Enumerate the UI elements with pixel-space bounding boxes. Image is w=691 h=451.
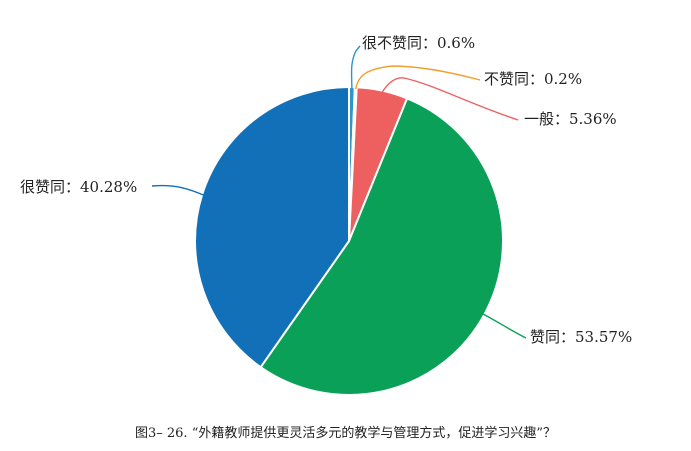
pie-slices [194,85,505,396]
slice-label-2: 不赞同：0.2% [484,70,582,88]
leader-line-1 [350,45,361,90]
slice-label-5: 很赞同：40.28% [20,178,137,196]
slice-label-3: 一般：5.36% [524,110,617,128]
slice-label-4: 赞同：53.57% [530,328,632,346]
leader-line-3 [381,77,519,121]
leader-line-2 [354,65,481,90]
leader-line-4 [482,313,527,339]
slice-labels: 很不赞同：0.6% 不赞同：0.2% 一般：5.36% 赞同：53.57% 很赞同：40… [20,34,632,346]
leader-line-5 [151,184,205,196]
leader-lines [151,45,527,339]
slice-label-1: 很不赞同：0.6% [362,34,475,52]
figure-caption: 图3– 26. “外籍教师提供更灵活多元的教学与管理方式，促进学习兴趣”？ [134,426,556,441]
